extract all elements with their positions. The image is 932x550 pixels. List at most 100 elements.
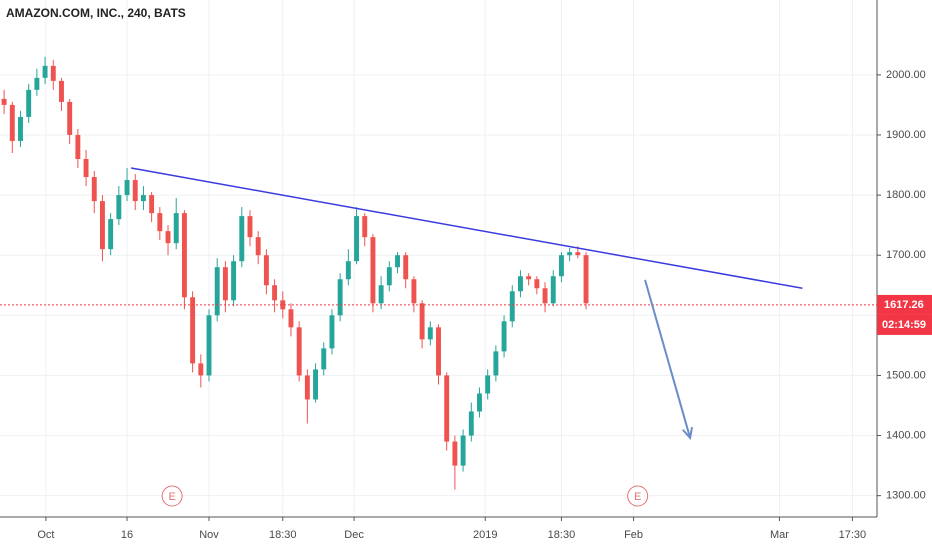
candle-body: [34, 77, 40, 90]
x-tick-label: Nov: [199, 529, 219, 541]
x-tick-label: 18:30: [269, 529, 297, 541]
candle-body: [190, 297, 196, 364]
candle-body: [583, 255, 589, 304]
earnings-label: E: [634, 491, 641, 503]
last-price-label: 1617.26: [884, 299, 924, 311]
candle-body: [329, 315, 335, 349]
candle-body: [42, 65, 48, 78]
candle-body: [75, 134, 81, 160]
y-tick-label: 1700.00: [886, 249, 926, 261]
candle-body: [157, 213, 163, 232]
candle-body: [83, 159, 89, 178]
earnings-label: E: [168, 491, 175, 503]
candle-body: [509, 291, 515, 322]
candle-body: [534, 279, 540, 289]
arrow-shaft: [644, 279, 692, 439]
candle-body: [386, 267, 392, 286]
candle-body: [345, 261, 351, 280]
candle-body: [411, 279, 417, 304]
candle-body: [132, 180, 138, 202]
candle-body: [9, 104, 15, 141]
candle-body: [140, 195, 146, 202]
chart-title: AMAZON.COM, INC., 240, BATS: [6, 6, 186, 20]
candle-body: [550, 276, 556, 304]
candle-body: [231, 261, 237, 301]
x-tick-label: Dec: [344, 529, 364, 541]
candle-body: [181, 213, 187, 298]
candle-body: [354, 216, 359, 262]
trendline: [131, 167, 803, 289]
x-tick-label: Mar: [770, 529, 789, 541]
candle-body: [395, 255, 400, 268]
candle-body: [1, 98, 7, 105]
candle-body: [91, 177, 97, 202]
candle-body: [263, 255, 269, 286]
candle-body: [149, 195, 155, 214]
candle-body: [124, 180, 130, 196]
x-tick-label: 18:30: [548, 529, 576, 541]
candle-body: [214, 267, 220, 316]
candle-body: [116, 195, 122, 220]
candle-body: [280, 300, 286, 310]
candle-body: [272, 285, 278, 301]
candle-body: [477, 393, 482, 412]
candle-body: [567, 252, 573, 256]
candle-body: [288, 309, 294, 328]
candle-body: [485, 375, 491, 394]
arrow-head: [682, 426, 693, 441]
x-tick-label: Oct: [37, 529, 54, 541]
candle-body: [313, 369, 319, 400]
last-price-box: [877, 294, 932, 315]
candle-body: [468, 411, 474, 436]
y-tick-label: 1800.00: [886, 189, 926, 201]
candle-body: [173, 213, 179, 244]
candle-body: [247, 216, 253, 238]
candle-body: [304, 375, 310, 400]
candle-body: [108, 219, 114, 250]
y-tick-label: 1500.00: [886, 369, 926, 381]
candle-body: [337, 279, 343, 316]
candle-body: [222, 267, 228, 301]
x-tick-label: 17:30: [839, 529, 867, 541]
y-tick-label: 1300.00: [886, 490, 926, 502]
candle-body: [518, 276, 523, 292]
candle-body: [542, 288, 548, 304]
candle-body: [18, 116, 23, 141]
candle-body: [526, 276, 532, 280]
x-tick-label: 2019: [473, 529, 497, 541]
candle-body: [460, 435, 466, 466]
candle-body: [59, 80, 64, 102]
candle-body: [501, 321, 507, 352]
countdown-label: 02:14:59: [882, 319, 926, 331]
candle-body: [378, 285, 384, 304]
candle-body: [419, 303, 425, 340]
earnings-marker: [161, 485, 183, 507]
candle-body: [370, 237, 376, 304]
candle-body: [403, 255, 409, 280]
candle-body: [444, 375, 450, 442]
countdown-box: [877, 314, 932, 335]
candle-body: [50, 65, 56, 81]
candle-body: [362, 216, 368, 238]
candle-body: [436, 327, 441, 376]
candle-body: [427, 327, 433, 340]
earnings-marker: [627, 485, 649, 507]
candle-body: [558, 255, 564, 277]
candle-body: [198, 363, 204, 376]
candle-body: [575, 252, 581, 256]
candle-body: [99, 201, 105, 250]
y-tick-label: 1400.00: [886, 429, 926, 441]
candle-body: [26, 89, 32, 117]
y-tick-label: 2000.00: [886, 69, 926, 81]
candle-body: [321, 348, 327, 370]
candle-body: [206, 315, 212, 376]
x-tick-label: Feb: [624, 529, 643, 541]
candle-body: [239, 216, 245, 262]
candle-body: [493, 351, 499, 376]
x-tick-label: 16: [121, 529, 133, 541]
candle-body: [165, 231, 171, 244]
candle-body: [296, 327, 302, 376]
candle-body: [67, 101, 73, 135]
